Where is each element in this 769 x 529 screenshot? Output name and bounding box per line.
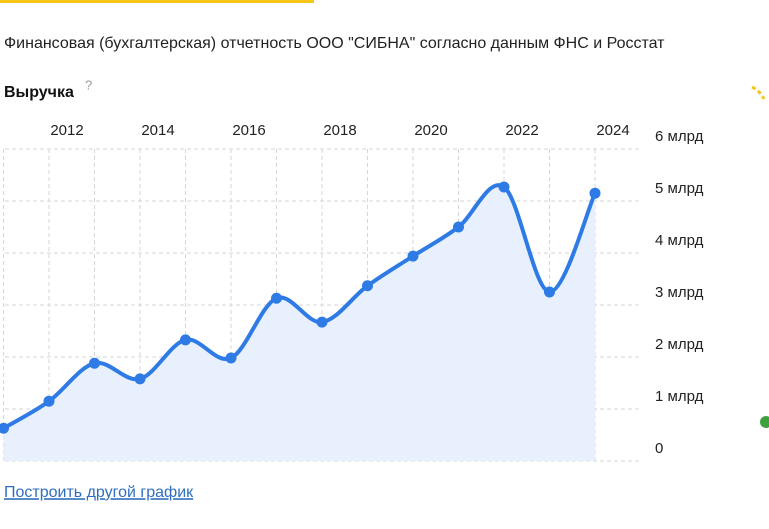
plot: 0 1 млрд 2 млрд 3 млрд 4 млрд 5 млрд 6 млрд 201… <box>0 122 704 462</box>
y-tick-label: 5 млрд <box>655 180 704 197</box>
x-tick-label: 2022 <box>505 122 538 139</box>
point <box>453 221 464 233</box>
point <box>180 334 191 346</box>
side-dot <box>760 416 769 428</box>
y-tick-label: 2 млрд <box>655 336 704 353</box>
subtitle: Финансовая (бухгалтерская) отчетность ОО… <box>4 35 665 52</box>
section-title: Выручка <box>4 84 74 101</box>
point <box>225 352 237 364</box>
x-tick-label: 2018 <box>323 122 356 139</box>
point <box>362 280 373 292</box>
point <box>316 316 328 328</box>
point <box>89 357 100 369</box>
y-tick-label: 0 <box>655 440 663 457</box>
x-tick-label: 2012 <box>50 122 83 139</box>
point <box>134 373 146 385</box>
y-tick-label: 3 млрд <box>655 284 704 301</box>
y-tick-label: 4 млрд <box>655 232 704 249</box>
y-tick-label: 1 млрд <box>655 388 704 405</box>
point <box>43 395 55 407</box>
point <box>589 187 601 199</box>
point <box>407 250 419 262</box>
x-tick-label: 2014 <box>141 122 174 139</box>
help-icon[interactable]: ? <box>85 77 92 92</box>
decoration <box>751 85 766 100</box>
top-accent <box>0 0 314 3</box>
x-tick-label: 2020 <box>414 122 447 139</box>
line <box>2 183 597 430</box>
x-tick-label: 2016 <box>232 122 265 139</box>
y-tick-label: 6 млрд <box>655 128 704 145</box>
x-tick-label: 2024 <box>596 122 629 139</box>
area <box>3 185 595 461</box>
link[interactable]: Построить другой график <box>4 484 194 501</box>
point <box>0 422 9 434</box>
point <box>498 181 510 193</box>
point <box>544 286 555 298</box>
point <box>271 292 282 304</box>
